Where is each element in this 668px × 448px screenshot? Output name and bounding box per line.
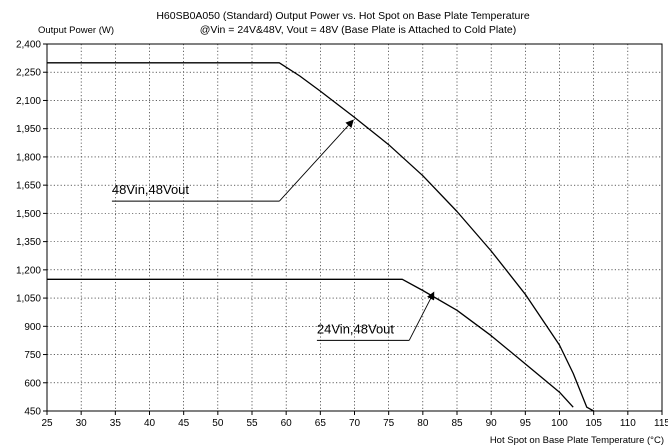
annotation-arrow-1 <box>408 291 435 341</box>
y-tick-label: 450 <box>24 407 41 418</box>
x-tick-label: 85 <box>451 418 463 429</box>
plot-frame <box>46 43 663 412</box>
y-tick-label: 2,100 <box>16 96 41 107</box>
series-line-1 <box>47 278 574 408</box>
series-layer <box>47 62 595 412</box>
y-tick-label: 1,350 <box>16 237 41 248</box>
x-tick-label: 110 <box>620 418 636 429</box>
grid <box>43 43 663 415</box>
annotation-layer: 48Vin,48Vout 24Vin,48Vout <box>111 119 435 341</box>
x-tick-label: 55 <box>246 418 258 429</box>
y-tick-label: 1,050 <box>16 294 41 305</box>
x-tick-label: 35 <box>110 418 122 429</box>
y-tick-label: 1,650 <box>16 181 41 192</box>
y-tick-label: 1,500 <box>16 209 41 220</box>
y-axis-title: Output Power (W) <box>38 25 114 36</box>
x-tick-label: 70 <box>349 418 361 429</box>
y-tick-label: 2,250 <box>16 68 41 79</box>
annotation-arrow-0 <box>279 119 354 202</box>
x-tick-label: 80 <box>417 418 429 429</box>
x-tick-label: 65 <box>315 418 327 429</box>
x-tick-label: 95 <box>520 418 532 429</box>
x-tick-label: 50 <box>212 418 224 429</box>
x-tick-label: 45 <box>178 418 190 429</box>
x-axis-title: Hot Spot on Base Plate Temperature (°C) <box>490 435 664 446</box>
annotation-label-0: 48Vin,48Vout <box>112 182 189 197</box>
y-tick-label: 1,800 <box>16 152 41 163</box>
x-tick-label: 105 <box>585 418 602 429</box>
x-tick-label: 90 <box>486 418 498 429</box>
tick-labels: 25 30 35 40 45 50 55 60 65 70 75 80 85 90 95 100 105 110 1… <box>16 40 668 430</box>
y-tick-label: 600 <box>24 378 41 389</box>
x-tick-label: 25 <box>41 418 53 429</box>
x-tick-label: 40 <box>144 418 156 429</box>
x-tick-label: 75 <box>383 418 395 429</box>
y-tick-label: 2,400 <box>16 40 41 51</box>
x-tick-label: 60 <box>281 418 293 429</box>
y-tick-label: 1,200 <box>16 265 41 276</box>
y-tick-label: 750 <box>24 350 41 361</box>
y-tick-label: 1,950 <box>16 124 41 135</box>
x-tick-label: 100 <box>551 418 568 429</box>
annotation-label-1: 24Vin,48Vout <box>317 321 394 336</box>
series-line-0 <box>47 62 595 412</box>
chart-title: H60SB0A050 (Standard) Output Power vs. H… <box>156 10 530 22</box>
y-tick-label: 900 <box>24 322 41 333</box>
x-tick-label: 30 <box>76 418 88 429</box>
chart-subtitle: @Vin = 24V&48V, Vout = 48V (Base Plate i… <box>200 24 517 36</box>
x-tick-label: 115 <box>654 418 668 429</box>
